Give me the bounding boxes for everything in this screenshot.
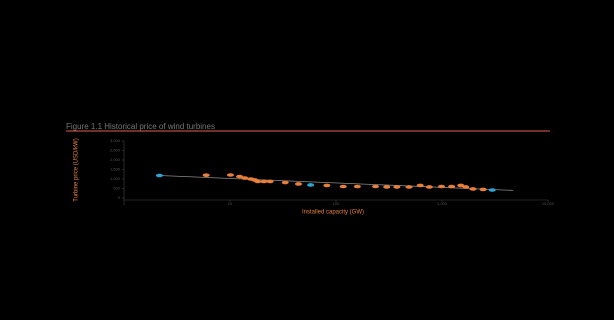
point [405, 185, 413, 189]
point [202, 173, 210, 177]
point [353, 184, 361, 189]
point [488, 188, 496, 192]
point [479, 187, 487, 192]
point [323, 183, 331, 188]
x-axis-label: Installed capacity (GW) [302, 210, 364, 216]
point [260, 179, 268, 184]
point [281, 180, 289, 185]
point [339, 184, 347, 189]
x-tick-label: 100 [333, 201, 340, 206]
point [469, 187, 477, 191]
x-tick-label: 1 [123, 201, 126, 206]
y-tick-label: 1,000 [110, 176, 121, 181]
point [295, 182, 303, 186]
point [241, 176, 249, 180]
point [448, 184, 456, 189]
x-tick-label: 10,000 [542, 201, 555, 206]
point [383, 185, 391, 189]
point [416, 183, 424, 188]
point [457, 183, 465, 188]
point [393, 185, 401, 189]
point [226, 173, 234, 177]
y-tick-label: 2,500 [110, 148, 121, 153]
point [372, 184, 380, 189]
point [266, 179, 274, 184]
x-tick-label: 1,000 [437, 201, 448, 206]
point [437, 184, 445, 189]
y-axis-label: Turbine price (USD/kW) [74, 138, 80, 201]
y-tick-label: 500 [113, 186, 120, 191]
y-tick-label: 2,000 [110, 157, 121, 162]
y-tick-label: 0 [118, 195, 121, 200]
point [254, 179, 262, 184]
trend-line [159, 175, 514, 191]
x-tick-label: 10 [228, 201, 233, 206]
y-tick-label: 3,000 [110, 138, 121, 143]
point [236, 174, 244, 179]
point [307, 183, 315, 187]
point [425, 185, 433, 189]
point [462, 185, 470, 189]
y-tick-label: 1,500 [110, 167, 121, 172]
point [155, 173, 163, 178]
chart-title: Figure 1.1 Historical price of wind turb… [66, 122, 215, 131]
